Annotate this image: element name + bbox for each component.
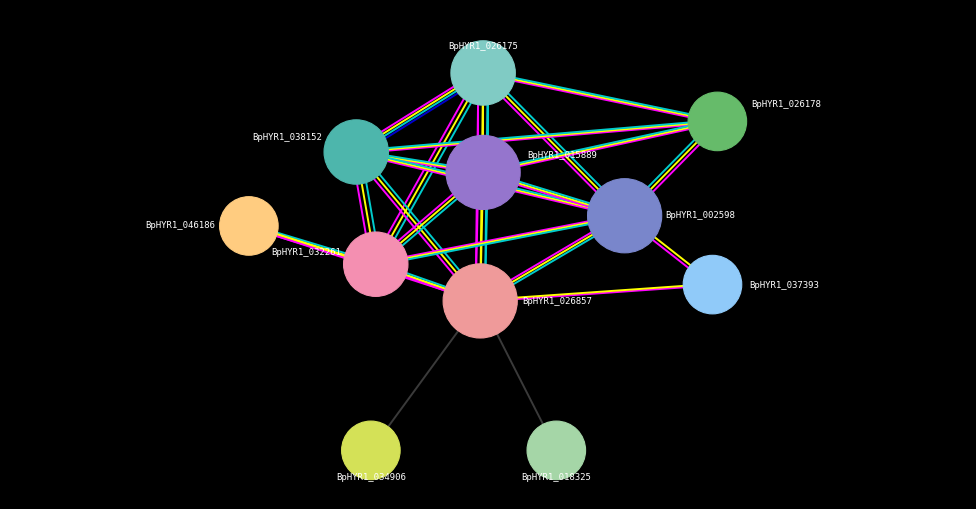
Ellipse shape xyxy=(342,421,400,479)
Text: BpHYR1_002598: BpHYR1_002598 xyxy=(666,210,736,219)
Ellipse shape xyxy=(588,179,662,253)
Text: BpHYR1_046186: BpHYR1_046186 xyxy=(144,220,215,230)
Text: BpHYR1_034906: BpHYR1_034906 xyxy=(336,472,406,482)
Ellipse shape xyxy=(443,264,517,338)
Text: BpHYR1_026175: BpHYR1_026175 xyxy=(448,42,518,51)
Ellipse shape xyxy=(220,197,278,256)
Text: BpHYR1_026857: BpHYR1_026857 xyxy=(522,297,592,306)
Ellipse shape xyxy=(527,421,586,479)
Text: BpHYR1_026178: BpHYR1_026178 xyxy=(752,100,822,109)
Ellipse shape xyxy=(324,121,388,185)
Text: BpHYR1_015889: BpHYR1_015889 xyxy=(527,151,597,160)
Text: BpHYR1_038152: BpHYR1_038152 xyxy=(252,133,322,142)
Text: BpHYR1_032261: BpHYR1_032261 xyxy=(271,247,342,257)
Ellipse shape xyxy=(688,93,747,151)
Ellipse shape xyxy=(683,256,742,314)
Text: BpHYR1_037393: BpHYR1_037393 xyxy=(750,280,820,290)
Ellipse shape xyxy=(446,136,520,210)
Ellipse shape xyxy=(451,42,515,106)
Text: BpHYR1_018325: BpHYR1_018325 xyxy=(521,472,591,482)
Ellipse shape xyxy=(344,233,408,297)
